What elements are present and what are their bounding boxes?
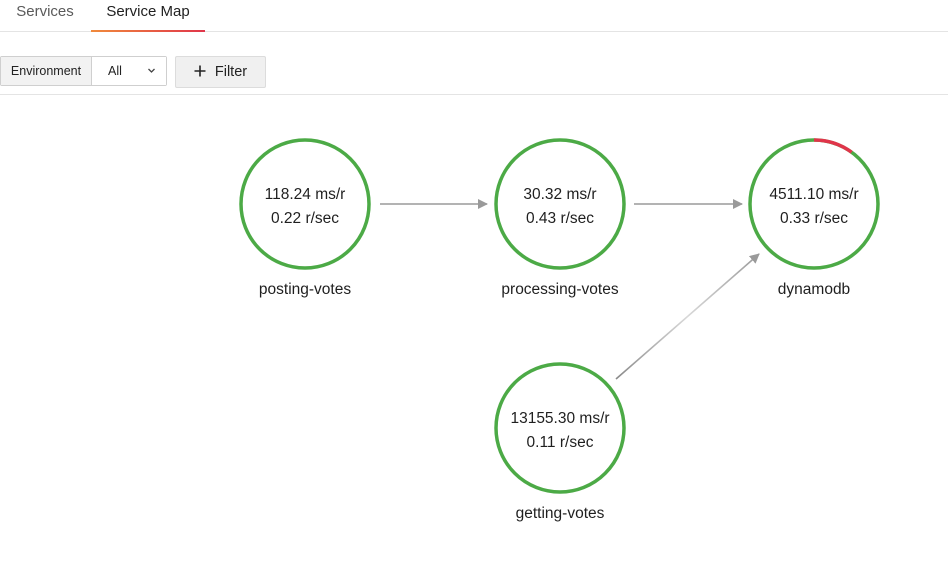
node-latency: 13155.30 ms/r <box>510 410 609 427</box>
service-node-processing-votes[interactable]: 30.32 ms/r 0.43 r/sec processing-votes <box>494 138 626 298</box>
add-filter-button[interactable]: Filter <box>175 56 266 88</box>
environment-label: Environment <box>1 57 92 85</box>
environment-filter: Environment All <box>0 56 167 86</box>
environment-select[interactable]: All <box>92 57 166 85</box>
edge-getting-to-dynamodb <box>615 253 760 380</box>
node-latency: 118.24 ms/r <box>265 186 346 203</box>
chevron-down-icon <box>147 57 156 96</box>
service-node-getting-votes[interactable]: 13155.30 ms/r 0.11 r/sec getting-votes <box>494 362 626 522</box>
tab-bar: Services Service Map <box>0 0 948 32</box>
node-throughput: 0.22 r/sec <box>271 210 339 227</box>
node-name: processing-votes <box>501 281 618 298</box>
tab-services[interactable]: Services <box>16 3 74 20</box>
plus-icon <box>194 62 206 80</box>
node-name: dynamodb <box>778 281 850 298</box>
node-latency: 4511.10 ms/r <box>769 186 858 203</box>
tab-service-map[interactable]: Service Map <box>91 0 205 32</box>
filter-label: Filter <box>214 64 248 80</box>
service-node-dynamodb[interactable]: 4511.10 ms/r 0.33 r/sec dynamodb <box>748 138 880 298</box>
node-name: getting-votes <box>516 505 605 522</box>
node-throughput: 0.11 r/sec <box>527 434 594 451</box>
service-node-posting-votes[interactable]: 118.24 ms/r 0.22 r/sec posting-votes <box>239 138 371 298</box>
toolbar: Environment All Filter <box>0 32 948 95</box>
node-name: posting-votes <box>259 281 351 298</box>
node-throughput: 0.43 r/sec <box>526 210 594 227</box>
error-rate-arc <box>748 138 880 270</box>
environment-value: All <box>108 64 122 78</box>
node-throughput: 0.33 r/sec <box>780 210 848 227</box>
node-latency: 30.32 ms/r <box>523 186 596 203</box>
